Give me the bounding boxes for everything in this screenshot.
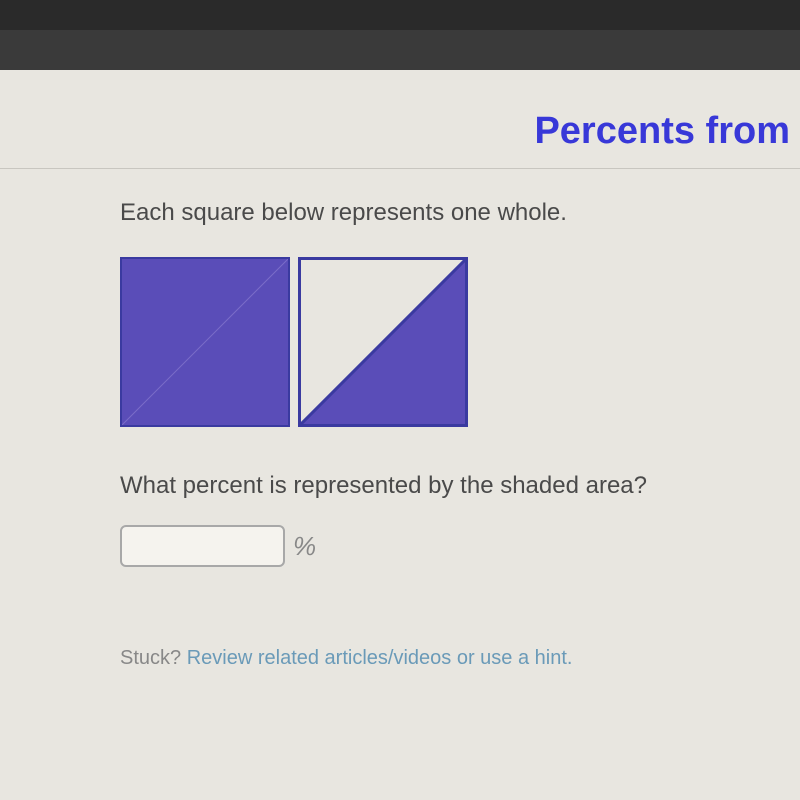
page-content: Percents from Each square below represen… (0, 70, 800, 800)
problem-body: Each square below represents one whole. … (0, 169, 800, 700)
square-2 (298, 257, 468, 427)
header: Percents from (0, 90, 800, 169)
problem-prompt: Each square below represents one whole. (120, 199, 750, 227)
hint-link[interactable]: Review related articles/videos or use a … (187, 647, 573, 669)
stuck-row: Stuck? Review related articles/videos or… (120, 647, 750, 670)
problem-question: What percent is represented by the shade… (120, 472, 750, 500)
stuck-label: Stuck? (120, 647, 181, 669)
browser-tab-bar (0, 0, 800, 30)
square-1 (120, 257, 290, 427)
diagram-container (120, 257, 750, 427)
page-title: Percents from (534, 110, 790, 152)
answer-row: % (120, 525, 750, 567)
answer-input[interactable] (120, 525, 285, 567)
browser-toolbar (0, 30, 800, 70)
percent-icon: % (293, 531, 316, 562)
